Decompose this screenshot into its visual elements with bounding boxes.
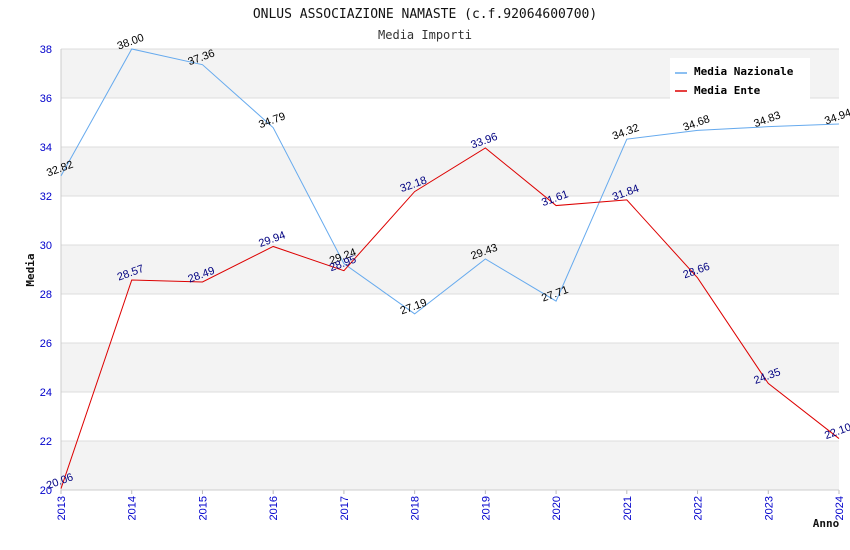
series-line-media-nazionale [60, 48, 840, 315]
y-tick-label: 34 [40, 142, 52, 154]
data-label: 22.10 [823, 421, 850, 442]
x-tick-label: 2014 [127, 496, 139, 520]
x-tick-label: 2016 [268, 496, 280, 520]
grid-band [61, 343, 839, 392]
legend: Media Nazionale Media Ente [670, 58, 810, 100]
x-tick-label: 2022 [693, 496, 705, 520]
grid-band [61, 147, 839, 196]
series-lines [60, 48, 840, 489]
data-label: 34.79 [257, 110, 287, 131]
chart-title: ONLUS ASSOCIAZIONE NAMASTE (c.f.92064600… [253, 7, 597, 22]
grid-lines [60, 48, 840, 494]
y-axis-title: Media [24, 253, 37, 286]
y-tick-label: 28 [40, 289, 52, 301]
chart-subtitle: Media Importi [378, 28, 472, 42]
x-tick-label: 2021 [622, 496, 634, 520]
y-tick-label: 26 [40, 338, 52, 350]
x-tick-label: 2015 [197, 496, 209, 520]
y-tick-label: 36 [40, 93, 52, 105]
x-tick-label: 2020 [551, 496, 563, 520]
data-label: 34.32 [611, 122, 641, 143]
x-axis-title: Anno [813, 517, 840, 530]
legend-label-media-ente: Media Ente [694, 84, 761, 97]
y-tick-label: 38 [40, 44, 52, 56]
x-tick-label: 2024 [834, 496, 846, 520]
y-axis-ticks: 20 22 24 26 28 30 32 34 36 38 [40, 44, 52, 497]
y-tick-label: 32 [40, 191, 52, 203]
grid-band [61, 441, 839, 490]
legend-box [670, 58, 810, 100]
x-tick-label: 2017 [339, 496, 351, 520]
plot-bands [61, 49, 839, 490]
x-tick-label: 2023 [763, 496, 775, 520]
x-tick-label: 2013 [56, 496, 68, 520]
data-label: 27.19 [399, 297, 429, 318]
legend-label-media-nazionale: Media Nazionale [694, 65, 794, 78]
y-tick-label: 20 [40, 485, 52, 497]
x-tick-label: 2018 [410, 496, 422, 520]
series-line-media-ente [60, 147, 840, 489]
x-tick-label: 2019 [480, 496, 492, 520]
y-tick-label: 22 [40, 436, 52, 448]
y-tick-label: 30 [40, 240, 52, 252]
y-tick-label: 24 [40, 387, 52, 399]
x-axis-ticks: 2013 2014 2015 2016 2017 2018 2019 2020 2021 2022… [56, 496, 846, 520]
